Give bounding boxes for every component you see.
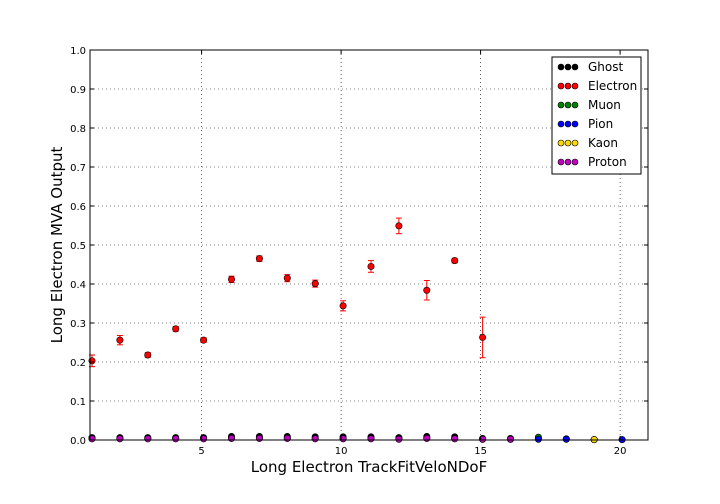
legend-marker [564, 139, 572, 147]
data-point-proton [283, 434, 291, 442]
data-point-electron [423, 286, 431, 294]
legend-marker [564, 63, 572, 71]
legend-marker [557, 120, 565, 128]
y-axis-label: Long Electron MVA Output [48, 147, 66, 344]
legend-marker [564, 101, 572, 109]
data-point-proton [255, 434, 263, 442]
legend-marker [557, 158, 565, 166]
data-point-electron [228, 275, 236, 283]
y-tick-label: 0.8 [70, 124, 86, 135]
legend-label: Kaon [588, 136, 618, 150]
data-point-electron [144, 351, 152, 359]
legend-label: Pion [588, 117, 613, 131]
data-point-proton [367, 435, 375, 443]
y-tick-label: 0.5 [70, 241, 86, 252]
data-point-electron [116, 336, 124, 344]
data-point-electron [311, 280, 319, 288]
y-tick-label: 0.6 [70, 202, 86, 213]
data-point-electron [200, 336, 208, 344]
data-point-electron [339, 302, 347, 310]
data-point-pion [534, 435, 542, 443]
legend-marker [571, 101, 579, 109]
y-tick-label: 0.3 [70, 319, 86, 330]
y-tick-label: 0.9 [70, 85, 86, 96]
legend-marker [564, 120, 572, 128]
legend-marker [571, 120, 579, 128]
data-point-proton [451, 435, 459, 443]
legend-entry-ghost: Ghost [557, 60, 623, 74]
legend-entry-electron: Electron [557, 79, 637, 93]
data-point-electron [451, 257, 459, 265]
legend: Ghost Electron Muon Pion Kaon Proton [551, 56, 642, 175]
data-point-pion [562, 435, 570, 443]
x-axis-label: Long Electron TrackFitVeloNDoF [251, 458, 487, 476]
data-point-proton [172, 435, 180, 443]
legend-box [551, 56, 642, 175]
data-point-electron [367, 262, 375, 270]
legend-entry-proton: Proton [557, 155, 627, 169]
x-tick-label: 5 [198, 446, 204, 457]
data-point-electron [255, 255, 263, 263]
legend-marker [557, 101, 565, 109]
data-point-electron [283, 274, 291, 282]
y-tick-label: 0.0 [70, 436, 86, 447]
data-point-electron [172, 325, 180, 333]
data-point-proton [144, 435, 152, 443]
y-tick-label: 0.2 [70, 358, 86, 369]
data-point-electron [395, 222, 403, 230]
data-point-proton [395, 435, 403, 443]
legend-marker [571, 63, 579, 71]
legend-marker [557, 139, 565, 147]
legend-label: Electron [588, 79, 637, 93]
legend-marker [571, 158, 579, 166]
data-point-proton [506, 435, 514, 443]
legend-marker [557, 82, 565, 90]
legend-marker [571, 139, 579, 147]
legend-marker [571, 82, 579, 90]
data-point-electron [479, 333, 487, 341]
y-tick-label: 1.0 [70, 46, 86, 57]
legend-label: Ghost [588, 60, 623, 74]
legend-label: Muon [588, 98, 621, 112]
data-point-proton [228, 434, 236, 442]
y-tick-label: 0.1 [70, 397, 86, 408]
series-electron [88, 217, 487, 368]
legend-entry-muon: Muon [557, 98, 621, 112]
data-point-proton [423, 434, 431, 442]
x-tick-label: 20 [614, 446, 627, 457]
y-tick-label: 0.4 [70, 280, 86, 291]
legend-marker [557, 63, 565, 71]
data-point-proton [116, 435, 124, 443]
legend-entry-kaon: Kaon [557, 136, 618, 150]
data-point-proton [311, 435, 319, 443]
y-tick-label: 0.7 [70, 163, 86, 174]
legend-label: Proton [588, 155, 627, 169]
x-tick-label: 10 [335, 446, 348, 457]
axis-ticks: 0.0 0.1 0.2 0.3 0.4 0.5 0.6 0.7 0.8 0.9 1.0 5 10 15 20 [70, 46, 648, 457]
legend-marker [564, 158, 572, 166]
x-tick-label: 15 [474, 446, 487, 457]
legend-entry-pion: Pion [557, 117, 613, 131]
legend-marker [564, 82, 572, 90]
